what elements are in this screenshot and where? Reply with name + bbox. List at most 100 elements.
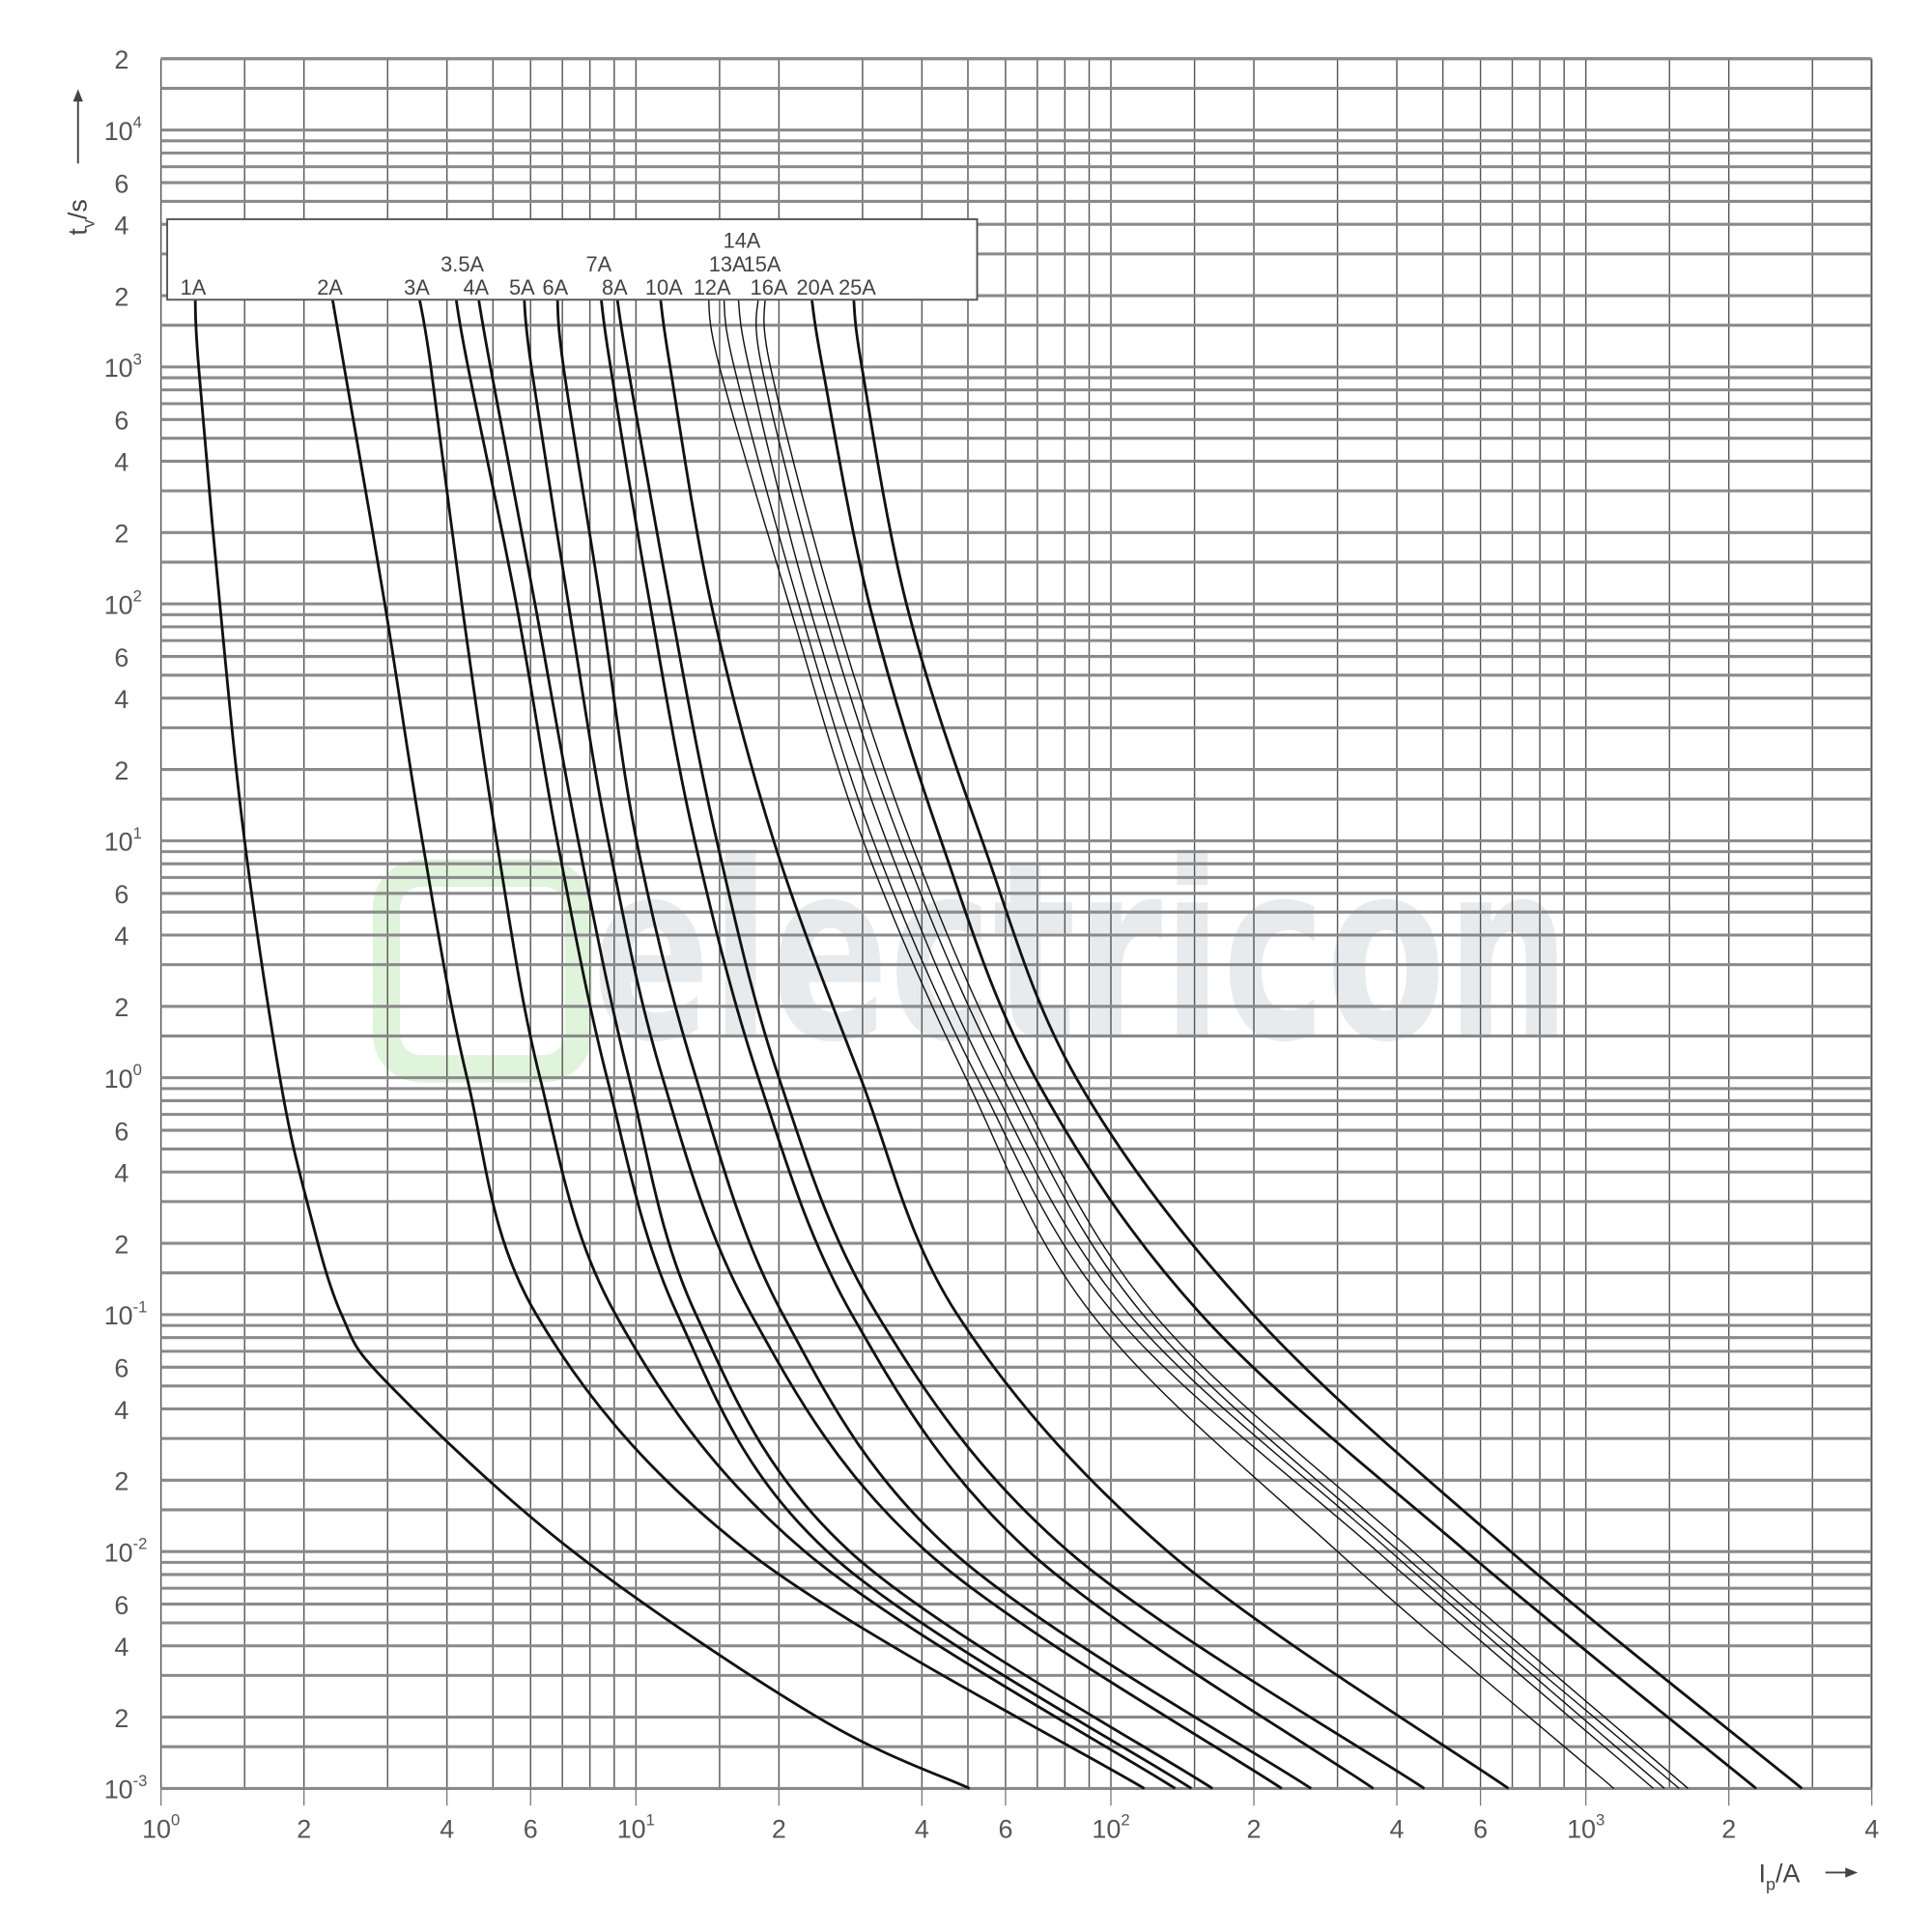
curve-10A — [658, 295, 1510, 1790]
y-tick-label-text: 6 — [114, 407, 128, 436]
x-axis-title: Ip/A — [1759, 1860, 1859, 1894]
curve-14A — [737, 295, 1665, 1789]
y-tick-label-text: 2 — [114, 1467, 128, 1496]
y-tick-label: 6 — [114, 880, 128, 909]
y-tick-label: 2 — [114, 282, 128, 311]
y-tick-label: 6 — [114, 169, 128, 198]
y-tick-label-text: 4 — [114, 1633, 128, 1662]
x-tick-label-text: 6 — [1473, 1815, 1488, 1844]
x-tick-label-text: 10 — [1092, 1815, 1121, 1844]
y-tick-label-text: 10 — [104, 1776, 133, 1804]
curve-8A — [615, 295, 1426, 1790]
x-tick-label-text: 10 — [617, 1815, 646, 1844]
x-tick-label-text: 10 — [1567, 1815, 1596, 1844]
y-tick-label-text: 4 — [114, 1396, 128, 1425]
y-tick-label: 2 — [114, 993, 128, 1022]
svg-text:Ip/A: Ip/A — [1759, 1860, 1801, 1894]
x-tick-label-text: 4 — [440, 1815, 454, 1844]
x-tick-label-text: 2 — [1721, 1815, 1736, 1844]
y-tick-label-text: 2 — [114, 45, 128, 74]
y-tick-label-text: 6 — [114, 880, 128, 909]
y-tick-label: 4 — [114, 1396, 128, 1425]
y-tick-label: 2 — [114, 520, 128, 549]
curve-5A — [523, 295, 1283, 1790]
y-tick-label: 6 — [114, 1591, 128, 1620]
curve-16A — [763, 295, 1689, 1789]
y-tick-label: 10-2 — [104, 1535, 148, 1568]
watermark-logo-icon — [372, 859, 592, 1083]
y-axis-ticks: 210464210364210264210164210064210-164210… — [104, 45, 148, 1804]
y-tick-label: 2 — [114, 756, 128, 785]
legend-label-13A: 13A — [709, 252, 747, 276]
x-axis-unit: /A — [1776, 1860, 1800, 1889]
x-tick-exponent: 0 — [171, 1811, 180, 1830]
x-tick-label-text: 6 — [998, 1815, 1012, 1844]
legend-label-20A: 20A — [796, 275, 834, 299]
y-tick-label: 6 — [114, 1354, 128, 1383]
x-tick-label-text: 6 — [524, 1815, 538, 1844]
x-tick-label: 4 — [1390, 1815, 1405, 1844]
y-tick-label: 4 — [114, 922, 128, 951]
curves — [193, 295, 1804, 1790]
legend-box — [166, 217, 979, 301]
watermark-logo: electricon — [372, 809, 1571, 1096]
curve-7A — [599, 295, 1375, 1790]
x-tick-label-text: 10 — [142, 1815, 171, 1844]
x-tick-exponent: 3 — [1596, 1811, 1605, 1830]
x-tick-label: 101 — [617, 1811, 655, 1844]
y-tick-label: 100 — [104, 1061, 142, 1094]
x-tick-label-text: 4 — [1864, 1815, 1879, 1844]
legend-label-12A: 12A — [694, 275, 731, 299]
y-tick-label-text: 4 — [114, 211, 128, 240]
x-tick-label-text: 4 — [915, 1815, 929, 1844]
y-tick-label: 2 — [114, 1704, 128, 1733]
y-tick-exponent: 1 — [133, 824, 142, 842]
y-tick-label: 102 — [104, 587, 142, 620]
arrow-right-icon — [1825, 1867, 1859, 1878]
y-axis-title: tv/s — [64, 89, 98, 236]
curve-1A — [193, 295, 971, 1790]
legend-label-3A: 3A — [404, 275, 430, 299]
y-tick-exponent: -2 — [133, 1535, 148, 1553]
legend-label-14A: 14A — [724, 228, 761, 252]
curve-20A — [810, 295, 1757, 1790]
y-tick-label-text: 4 — [114, 685, 128, 714]
y-tick-label-text: 10 — [104, 1065, 133, 1094]
y-tick-exponent: 3 — [133, 350, 142, 368]
y-tick-exponent: 4 — [133, 113, 142, 131]
x-axis-label-sub: p — [1766, 1874, 1776, 1893]
x-axis-ticks: 100 2 4 6 101 2 4 6 102 2 4 6 103 2 4 — [142, 1788, 1879, 1844]
x-tick-label-text: 4 — [1390, 1815, 1405, 1844]
y-tick-label: 2 — [114, 1467, 128, 1496]
y-axis-unit: /s — [64, 199, 93, 219]
y-tick-label-text: 10 — [104, 1301, 133, 1330]
curve-15A — [755, 295, 1680, 1789]
x-tick-label: 6 — [1473, 1815, 1488, 1844]
legend-label-10A: 10A — [645, 275, 683, 299]
curve-12A — [707, 295, 1615, 1789]
y-tick-label-text: 2 — [114, 282, 128, 311]
y-axis-label: t — [64, 228, 93, 236]
y-tick-label: 101 — [104, 824, 142, 857]
y-tick-label-text: 4 — [114, 1158, 128, 1187]
y-tick-label-text: 6 — [114, 1354, 128, 1383]
y-tick-label: 4 — [114, 211, 128, 240]
y-tick-label-text: 10 — [104, 117, 133, 146]
y-tick-exponent: 2 — [133, 587, 142, 606]
legend-label-5A: 5A — [509, 275, 535, 299]
y-tick-label: 4 — [114, 685, 128, 714]
x-tick-label: 100 — [142, 1811, 180, 1844]
y-tick-label-text: 10 — [104, 1538, 133, 1567]
x-tick-label: 2 — [1721, 1815, 1736, 1844]
y-tick-label-text: 2 — [114, 520, 128, 549]
y-tick-label-text: 2 — [114, 1230, 128, 1259]
legend-label-1A: 1A — [181, 275, 207, 299]
y-tick-label-text: 2 — [114, 756, 128, 785]
legend-label-16A: 16A — [751, 275, 788, 299]
y-tick-label: 4 — [114, 1158, 128, 1187]
arrow-up-icon — [72, 89, 83, 164]
y-tick-label: 2 — [114, 45, 128, 74]
y-tick-label: 103 — [104, 350, 142, 383]
